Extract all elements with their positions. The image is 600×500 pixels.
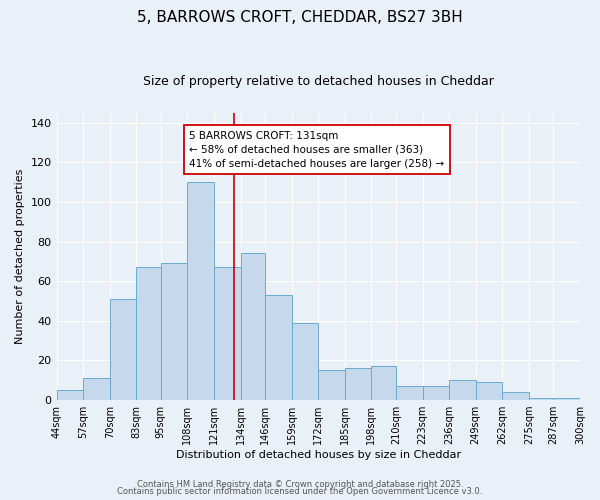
Bar (371, 366, 396, 400)
Title: Size of property relative to detached houses in Cheddar: Size of property relative to detached ho… (143, 75, 494, 88)
Bar (318, 370, 345, 400)
Bar (422, 386, 449, 400)
Bar (292, 323, 318, 400)
Bar (265, 295, 292, 400)
Y-axis label: Number of detached properties: Number of detached properties (15, 168, 25, 344)
Bar (449, 380, 476, 400)
Bar (136, 268, 161, 400)
Bar (476, 382, 502, 400)
Bar (529, 398, 553, 400)
Bar (345, 368, 371, 400)
Bar (553, 398, 580, 400)
Text: Contains public sector information licensed under the Open Government Licence v3: Contains public sector information licen… (118, 487, 482, 496)
Bar (241, 254, 265, 400)
Bar (187, 182, 214, 400)
Text: 5, BARROWS CROFT, CHEDDAR, BS27 3BH: 5, BARROWS CROFT, CHEDDAR, BS27 3BH (137, 10, 463, 25)
Text: 5 BARROWS CROFT: 131sqm
← 58% of detached houses are smaller (363)
41% of semi-d: 5 BARROWS CROFT: 131sqm ← 58% of detache… (190, 130, 445, 168)
Bar (396, 386, 422, 400)
Bar (83, 378, 110, 400)
Bar (110, 299, 136, 400)
X-axis label: Distribution of detached houses by size in Cheddar: Distribution of detached houses by size … (176, 450, 461, 460)
Bar (502, 392, 529, 400)
Text: Contains HM Land Registry data © Crown copyright and database right 2025.: Contains HM Land Registry data © Crown c… (137, 480, 463, 489)
Bar (214, 268, 241, 400)
Bar (161, 264, 187, 400)
Bar (56, 390, 83, 400)
